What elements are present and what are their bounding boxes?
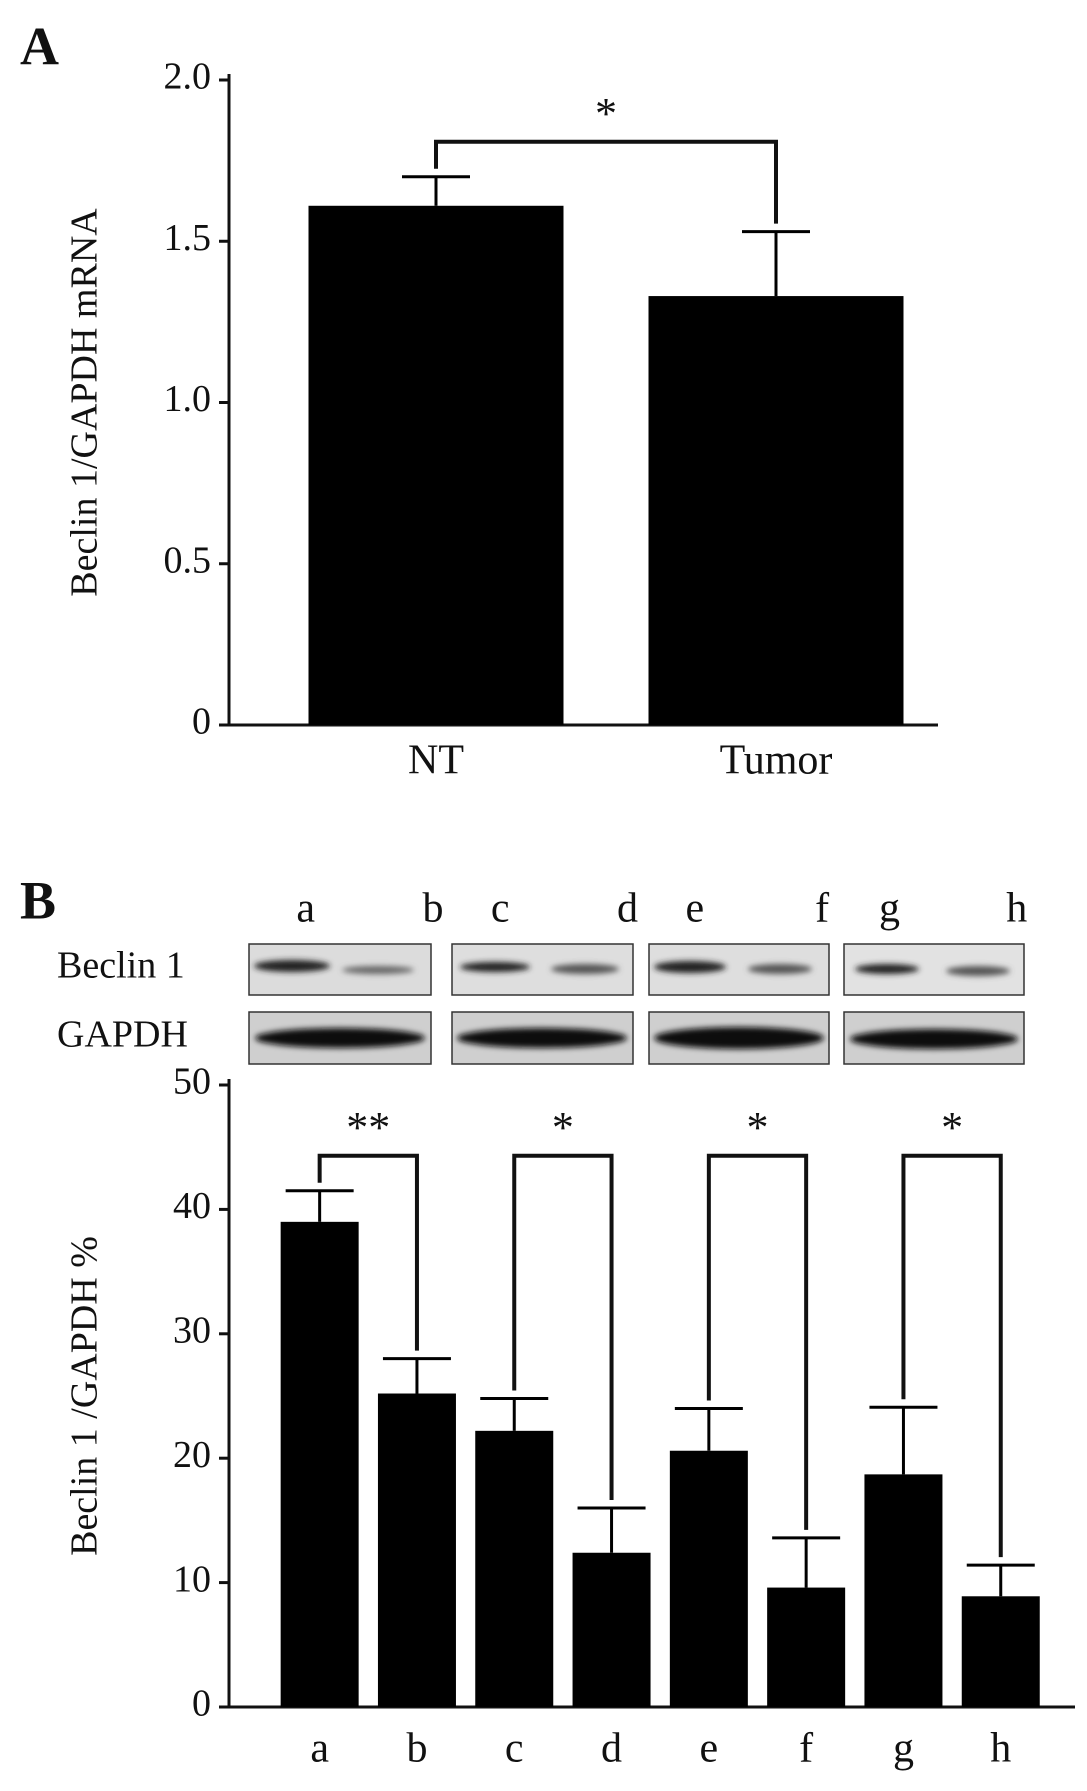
- y-tick-label: 2.0: [164, 56, 212, 98]
- x-tick-label: g: [893, 1726, 914, 1772]
- bar: [475, 1430, 554, 1707]
- y-axis-label: Beclin 1 /GAPDH %: [64, 1236, 106, 1556]
- y-tick-label: 20: [173, 1434, 211, 1476]
- y-tick-label: 0: [192, 1683, 211, 1725]
- bar: [572, 1552, 651, 1707]
- y-tick-label: 10: [173, 1558, 211, 1600]
- lane-label: f: [815, 886, 829, 932]
- y-tick-label: 0: [192, 701, 211, 743]
- lane-label: g: [879, 886, 900, 932]
- bar: [864, 1474, 943, 1707]
- bar: [648, 296, 904, 725]
- significance-star: *: [552, 1103, 574, 1152]
- significance-star: *: [747, 1103, 769, 1152]
- significance-bracket: [434, 139, 778, 224]
- panel-label: B: [20, 870, 56, 930]
- lane-label: d: [617, 886, 638, 932]
- significance-bracket: [706, 1153, 809, 1530]
- x-tick-label: a: [310, 1726, 329, 1772]
- lane-label: a: [296, 886, 315, 932]
- y-tick-label: 50: [173, 1061, 211, 1103]
- x-tick-label: d: [601, 1726, 622, 1772]
- blot-bands: [254, 960, 1010, 976]
- bar: [377, 1393, 456, 1707]
- significance-bracket: [317, 1153, 419, 1351]
- significance-bracket: [512, 1153, 614, 1500]
- x-tick-label: f: [799, 1726, 813, 1772]
- panel-label: A: [20, 16, 59, 76]
- western-blot: [248, 943, 1025, 1065]
- y-tick-label: 0.5: [164, 539, 212, 581]
- x-tick-label: e: [700, 1726, 719, 1772]
- significance-bracket: [901, 1153, 1003, 1558]
- lane-label: e: [686, 886, 705, 932]
- lane-label: h: [1006, 886, 1027, 932]
- x-tick-label: h: [990, 1726, 1011, 1772]
- blot-bands: [255, 1027, 1018, 1049]
- significance-star: **: [346, 1103, 390, 1152]
- y-tick-label: 1.5: [164, 217, 212, 259]
- blot-row-label: Beclin 1: [57, 945, 185, 987]
- x-tick-label: b: [406, 1726, 427, 1772]
- x-tick-label: Tumor: [720, 738, 833, 784]
- y-axis-label: Beclin 1/GAPDH mRNA: [64, 208, 106, 597]
- x-tick-label: c: [505, 1726, 524, 1772]
- bar: [669, 1450, 748, 1707]
- bar: [767, 1587, 846, 1707]
- bar: [961, 1596, 1040, 1707]
- significance-star: *: [941, 1103, 963, 1152]
- y-tick-label: 40: [173, 1185, 211, 1227]
- bar: [308, 205, 564, 725]
- blot-row-label: GAPDH: [57, 1014, 188, 1056]
- bar: [280, 1221, 359, 1707]
- significance-star: *: [595, 89, 617, 138]
- y-tick-label: 1.0: [164, 378, 212, 420]
- lane-label: b: [422, 886, 443, 932]
- x-tick-label: NT: [408, 738, 464, 784]
- y-tick-label: 30: [173, 1310, 211, 1352]
- lane-label: c: [491, 886, 510, 932]
